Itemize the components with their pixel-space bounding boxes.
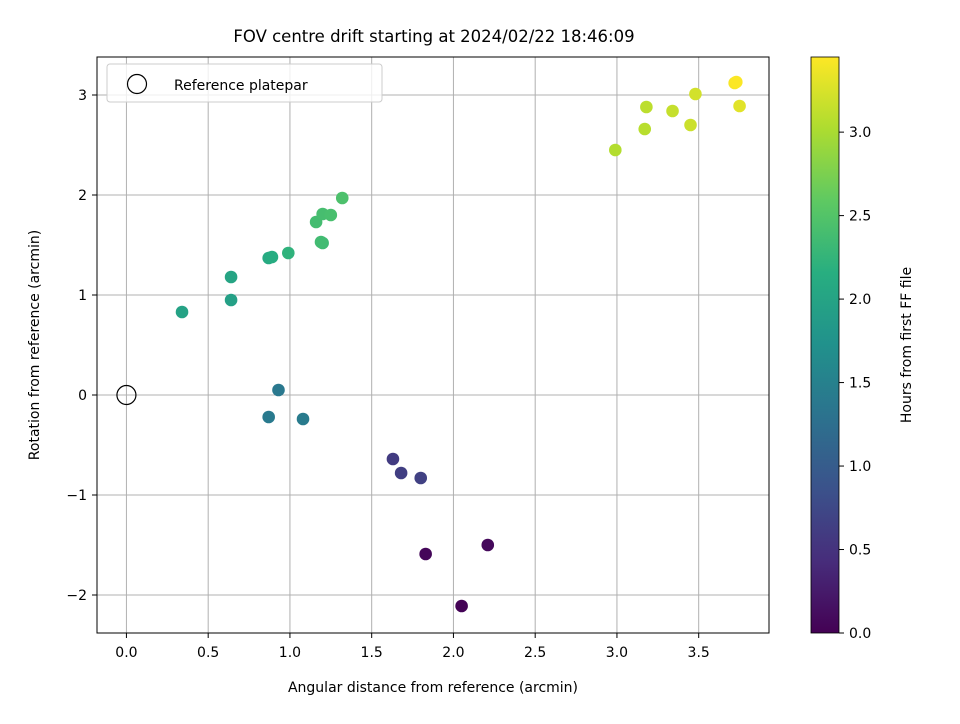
colorbar-label: Hours from first FF file (899, 267, 915, 423)
colorbar-tick-label: 2.5 (849, 209, 871, 225)
data-point (281, 246, 295, 260)
data-point (335, 191, 349, 205)
y-axis-label: Rotation from reference (arcmin) (27, 230, 43, 460)
x-tick-label: 2.5 (524, 645, 546, 661)
data-point (414, 471, 428, 485)
y-tick-label: 2 (78, 188, 87, 204)
legend-box (106, 63, 383, 103)
legend: Reference platepar (106, 63, 383, 103)
x-tick-label: 3.0 (606, 645, 628, 661)
colorbar-tick-label: 2.0 (849, 292, 871, 308)
legend-marker-reference (126, 73, 148, 95)
x-tick-label: 1.0 (279, 645, 301, 661)
data-point (684, 118, 697, 132)
reference-point-marker (116, 384, 137, 406)
x-tick-label: 0.0 (115, 645, 137, 661)
x-tick-label: 3.5 (688, 645, 710, 661)
data-point (419, 547, 432, 561)
data-point (386, 452, 400, 466)
data-point (640, 100, 653, 114)
data-point (733, 99, 746, 113)
data-point (324, 208, 338, 222)
y-tick-label: −2 (66, 588, 87, 604)
data-point (689, 87, 702, 101)
colorbar-tick-label: 1.5 (849, 376, 871, 392)
data-point (296, 412, 310, 426)
x-axis-label: Angular distance from reference (arcmin) (288, 680, 578, 696)
y-axis-ticks: −2 −1 0 1 2 3 (66, 88, 97, 604)
legend-label-reference: Reference platepar (174, 78, 308, 94)
y-tick-label: 3 (78, 88, 87, 104)
colorbar-tick-label: 3.0 (849, 125, 871, 141)
data-point (265, 250, 279, 264)
plot-frame (96, 56, 770, 634)
x-axis-ticks: 0.0 0.5 1.0 1.5 2.0 2.5 3.0 3.5 (115, 633, 710, 661)
grid (97, 57, 769, 633)
colorbar (810, 56, 840, 634)
data-point (175, 305, 189, 319)
data-point (638, 122, 652, 136)
data-points (116, 75, 746, 613)
data-point (729, 75, 743, 89)
data-point (314, 235, 328, 249)
chart-title: FOV centre drift starting at 2024/02/22 … (233, 27, 634, 46)
data-point (224, 270, 238, 284)
y-tick-label: 0 (78, 388, 87, 404)
data-point (455, 599, 468, 613)
y-tick-label: −1 (66, 488, 87, 504)
x-tick-label: 2.0 (442, 645, 464, 661)
colorbar-ticks: 0.0 0.5 1.0 1.5 2.0 2.5 3.0 (839, 125, 871, 642)
data-point (609, 143, 622, 157)
data-point (666, 104, 679, 118)
colorbar-tick-label: 1.0 (849, 459, 871, 475)
colorbar-tick-label: 0.5 (849, 543, 871, 559)
data-point (394, 466, 408, 480)
x-tick-label: 1.5 (361, 645, 383, 661)
data-point (272, 383, 285, 397)
data-point (481, 538, 495, 552)
colorbar-tick-label: 0.0 (849, 626, 871, 642)
x-tick-label: 0.5 (197, 645, 219, 661)
y-tick-label: 1 (78, 288, 87, 304)
data-point (262, 410, 275, 424)
data-point (224, 293, 238, 307)
